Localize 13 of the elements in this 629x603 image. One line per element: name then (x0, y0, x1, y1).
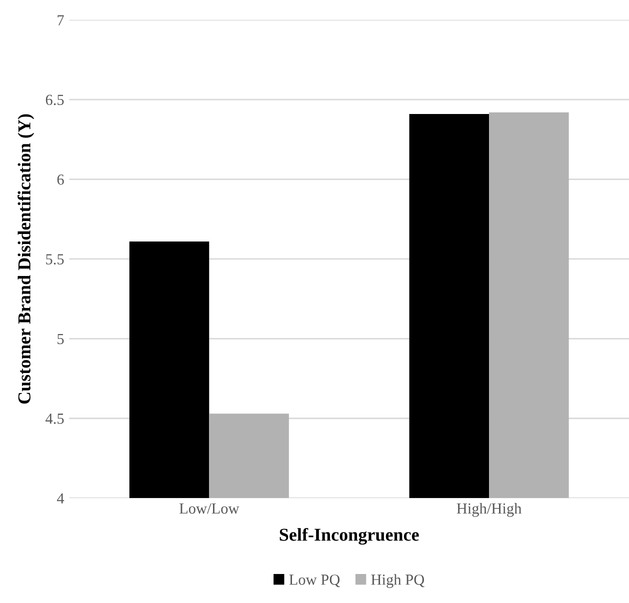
x-axis-title: Self-Incongruence (280, 528, 419, 545)
y-tick-label: 6 (57, 174, 64, 185)
y-axis-title: Customer Brand Disidentification (Y) (18, 114, 34, 404)
y-tick-label: 5 (58, 334, 64, 344)
y-tick-label: 5.5 (46, 254, 64, 265)
y-tick-label: 4 (56, 493, 64, 504)
y-tick-label: 4.5 (46, 414, 64, 424)
y-tick-label: 6.5 (46, 94, 64, 106)
x-tick-label: High/High (456, 502, 522, 517)
legend-label: Low PQ (289, 574, 340, 588)
y-tick-label: 7 (58, 15, 64, 26)
legend-label: High PQ (371, 574, 424, 588)
x-tick-label: Low/Low (179, 503, 240, 514)
